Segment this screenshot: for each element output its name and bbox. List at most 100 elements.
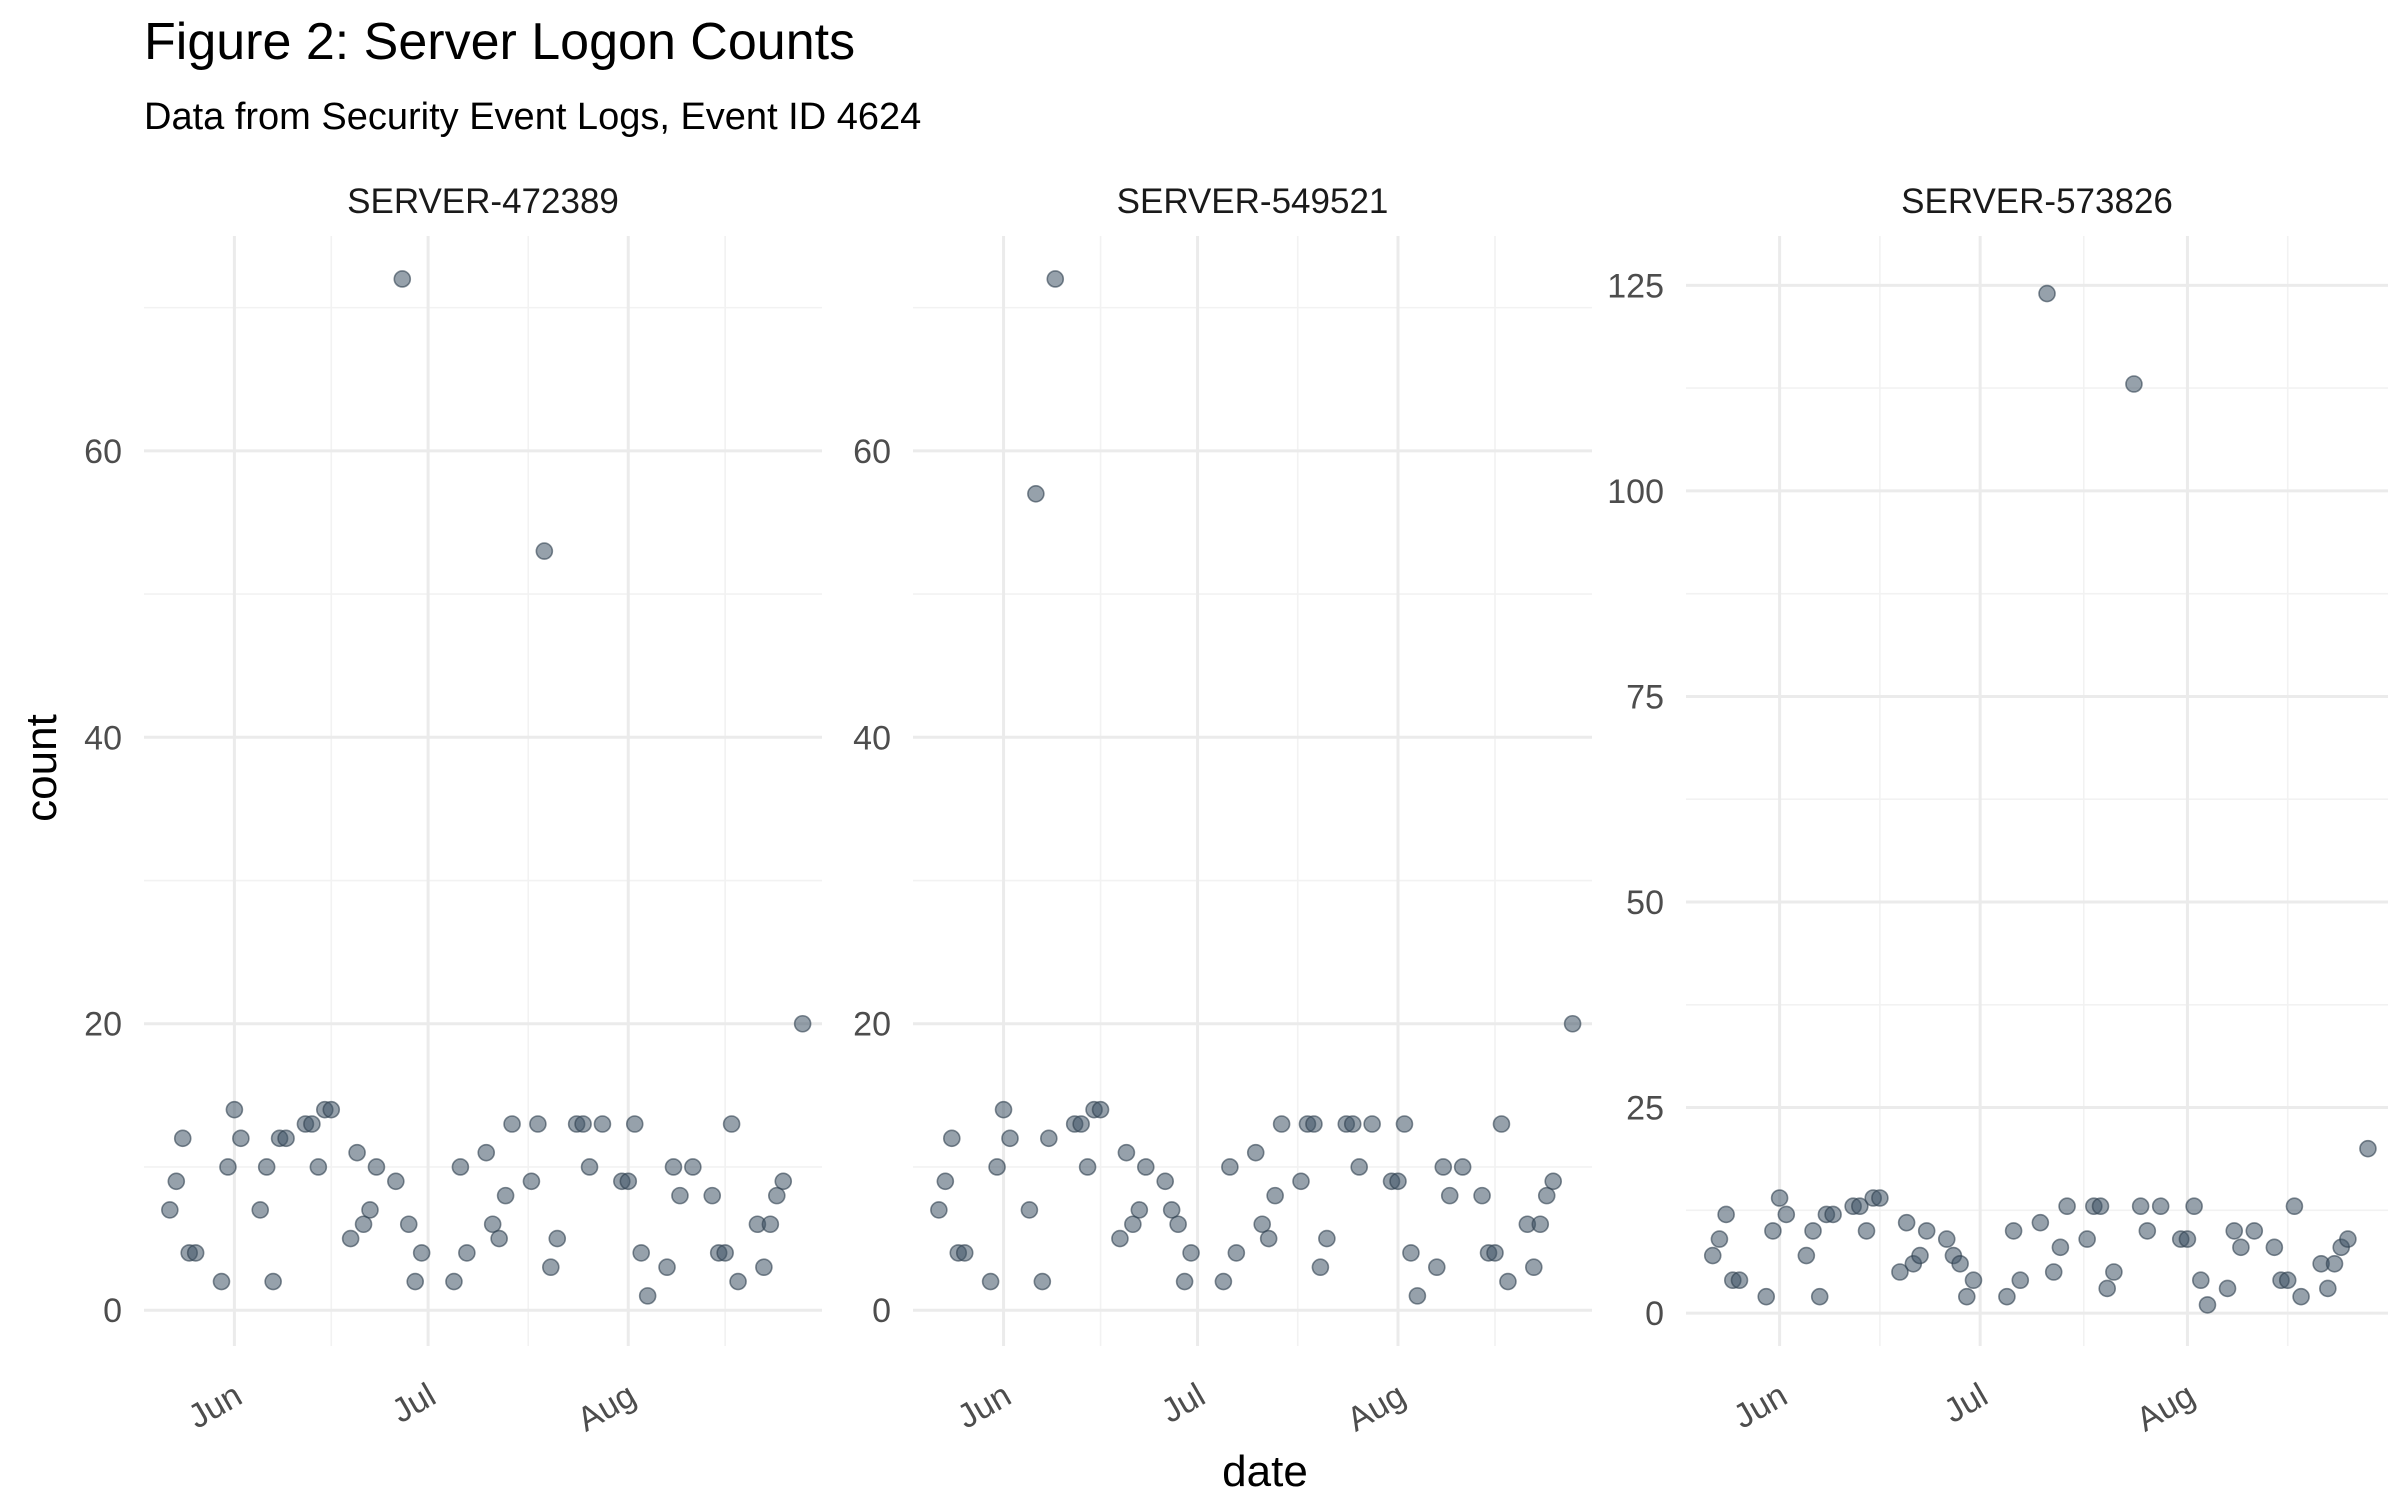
y-tick-label: 125 — [1607, 267, 1664, 305]
data-point — [1266, 1186, 1284, 1205]
data-point — [1111, 1229, 1129, 1248]
data-point — [1897, 1213, 1916, 1232]
data-point — [2125, 375, 2143, 393]
x-tick-label: Jul — [1155, 1376, 1212, 1431]
data-point — [322, 1100, 341, 1119]
data-point — [1182, 1244, 1200, 1262]
data-point — [1440, 1186, 1459, 1205]
data-point — [219, 1158, 237, 1176]
data-point — [955, 1244, 974, 1262]
data-point — [1395, 1115, 1414, 1133]
data-point — [793, 1014, 812, 1033]
y-tick-label: 0 — [1645, 1295, 1664, 1333]
data-point — [1951, 1254, 1969, 1273]
data-point — [1040, 1129, 1058, 1148]
data-point — [2004, 1222, 2023, 1240]
panel-server-549521: 0 20 40 60 Jun Jul Aug SERVER-549521 — [853, 182, 1592, 1439]
data-point — [1764, 1222, 1782, 1240]
data-point — [1402, 1244, 1420, 1262]
data-point — [1770, 1189, 1789, 1207]
y-tick-label: 75 — [1626, 678, 1664, 716]
data-point — [412, 1244, 431, 1262]
data-point — [755, 1258, 773, 1277]
data-point — [232, 1129, 250, 1148]
data-point — [632, 1244, 651, 1262]
data-point — [716, 1244, 734, 1262]
data-point — [981, 1272, 1000, 1291]
y-axis-title: count — [17, 714, 66, 822]
data-point — [264, 1272, 282, 1291]
chart-title: Figure 2: Server Logon Counts — [144, 13, 856, 71]
y-tick-label: 0 — [103, 1292, 122, 1330]
data-point — [458, 1244, 476, 1262]
data-point — [354, 1215, 373, 1234]
x-tick-label: Aug — [1341, 1376, 1412, 1439]
data-point — [1259, 1229, 1278, 1248]
data-point — [1078, 1158, 1097, 1176]
y-tick-label: 50 — [1626, 884, 1664, 922]
data-point — [387, 1172, 405, 1191]
data-point — [638, 1287, 657, 1305]
data-point — [2098, 1279, 2116, 1298]
data-point — [703, 1186, 722, 1205]
data-point — [167, 1172, 186, 1191]
data-point — [2245, 1222, 2264, 1240]
data-point — [1318, 1229, 1336, 1248]
data-point — [1492, 1115, 1511, 1133]
panels-layer: 0 20 40 60 Jun Jul Aug SERVER-472389 0 20 40 60 Jun J… — [84, 182, 2388, 1439]
data-point — [2151, 1197, 2170, 1216]
data-point — [1227, 1244, 1246, 1262]
data-point — [1408, 1287, 1427, 1305]
data-point — [212, 1272, 231, 1291]
data-point — [496, 1186, 515, 1205]
data-point — [936, 1172, 955, 1191]
data-point — [2131, 1197, 2150, 1216]
y-tick-label: 40 — [84, 719, 122, 757]
x-tick-label: Jul — [385, 1376, 442, 1431]
data-point — [503, 1115, 521, 1133]
data-point — [477, 1143, 496, 1162]
data-point — [1169, 1215, 1187, 1234]
data-point — [2091, 1197, 2110, 1216]
data-point — [361, 1201, 379, 1219]
data-point — [1350, 1158, 1368, 1176]
data-point — [671, 1186, 689, 1205]
data-point — [1777, 1205, 1796, 1224]
data-point — [2078, 1230, 2096, 1248]
data-point — [988, 1158, 1006, 1176]
data-point — [303, 1115, 321, 1133]
y-tick-label: 40 — [853, 719, 891, 757]
data-point — [1117, 1143, 1136, 1162]
data-point — [393, 270, 412, 288]
data-point — [1703, 1246, 1722, 1265]
data-point — [2218, 1279, 2237, 1298]
y-tick-label: 60 — [853, 433, 891, 471]
data-point — [684, 1158, 702, 1176]
data-point — [1162, 1201, 1181, 1219]
data-point — [1156, 1172, 1174, 1191]
facet-strip-label: SERVER-472389 — [347, 182, 619, 221]
data-point — [1046, 270, 1065, 288]
data-point — [1857, 1222, 1876, 1240]
x-tick-label: Jun — [951, 1376, 1017, 1436]
data-point — [2051, 1238, 2070, 1257]
x-tick-label: Aug — [571, 1376, 642, 1439]
data-point — [367, 1158, 386, 1176]
data-point — [451, 1158, 470, 1176]
data-point — [1958, 1287, 1976, 1306]
y-tick-label: 25 — [1626, 1090, 1664, 1128]
data-point — [1525, 1258, 1543, 1277]
data-point — [1810, 1287, 1829, 1306]
data-point — [2278, 1271, 2297, 1290]
data-point — [1272, 1115, 1291, 1133]
y-tick-label: 60 — [84, 433, 122, 471]
data-point — [277, 1129, 295, 1148]
data-point — [2031, 1213, 2050, 1232]
data-point — [1964, 1271, 1983, 1290]
data-point — [161, 1201, 179, 1219]
data-point — [2138, 1222, 2157, 1240]
data-point — [2265, 1238, 2284, 1257]
x-tick-label: Jul — [1938, 1376, 1995, 1431]
data-point — [1531, 1215, 1550, 1234]
